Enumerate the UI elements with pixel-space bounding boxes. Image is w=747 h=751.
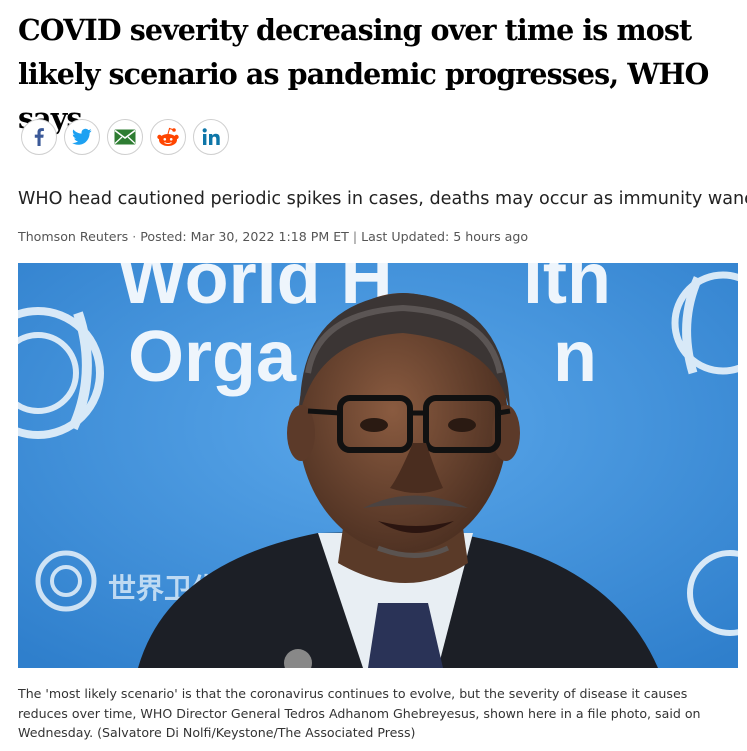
backdrop-text-line2-end: n: [553, 317, 597, 397]
un-emblem-small-icon: [35, 550, 97, 612]
tie-shape: [368, 603, 443, 668]
share-facebook-button[interactable]: [21, 119, 57, 155]
byline-updated: Last Updated: 5 hours ago: [361, 229, 529, 244]
backdrop-text-line2: Orga: [128, 317, 297, 397]
photo-illustration: World H lth Orga n 世界卫生: [18, 263, 738, 668]
face-shape: [287, 293, 520, 558]
email-icon: [114, 129, 136, 145]
article-subheadline: WHO head cautioned periodic spikes in ca…: [18, 189, 747, 209]
un-emblem-right-icon: [671, 271, 738, 636]
microphone-icon: [284, 649, 312, 668]
share-reddit-button[interactable]: [150, 119, 186, 155]
backdrop-text-line1-end: lth: [523, 263, 611, 319]
article-headline: COVID severity decreasing over time is m…: [18, 13, 709, 135]
share-bar: [21, 119, 229, 155]
glasses-icon: [307, 395, 511, 453]
facebook-icon: [34, 128, 44, 146]
twitter-icon: [72, 128, 92, 145]
byline-separator-bar: |: [352, 229, 362, 244]
reddit-icon: [157, 127, 179, 146]
article-photo[interactable]: World H lth Orga n 世界卫生: [18, 263, 738, 668]
linkedin-icon: [202, 128, 220, 145]
byline-source: Thomson Reuters: [18, 229, 129, 244]
share-twitter-button[interactable]: [64, 119, 100, 155]
byline-posted: Posted: Mar 30, 2022 1:18 PM ET: [140, 229, 349, 244]
photo-caption: The 'most likely scenario' is that the c…: [18, 686, 701, 740]
un-emblem-left-icon: [18, 307, 104, 439]
byline-separator-dot: ·: [132, 229, 141, 244]
share-email-button[interactable]: [107, 119, 143, 155]
article-byline: Thomson Reuters · Posted: Mar 30, 2022 1…: [18, 228, 528, 246]
share-linkedin-button[interactable]: [193, 119, 229, 155]
